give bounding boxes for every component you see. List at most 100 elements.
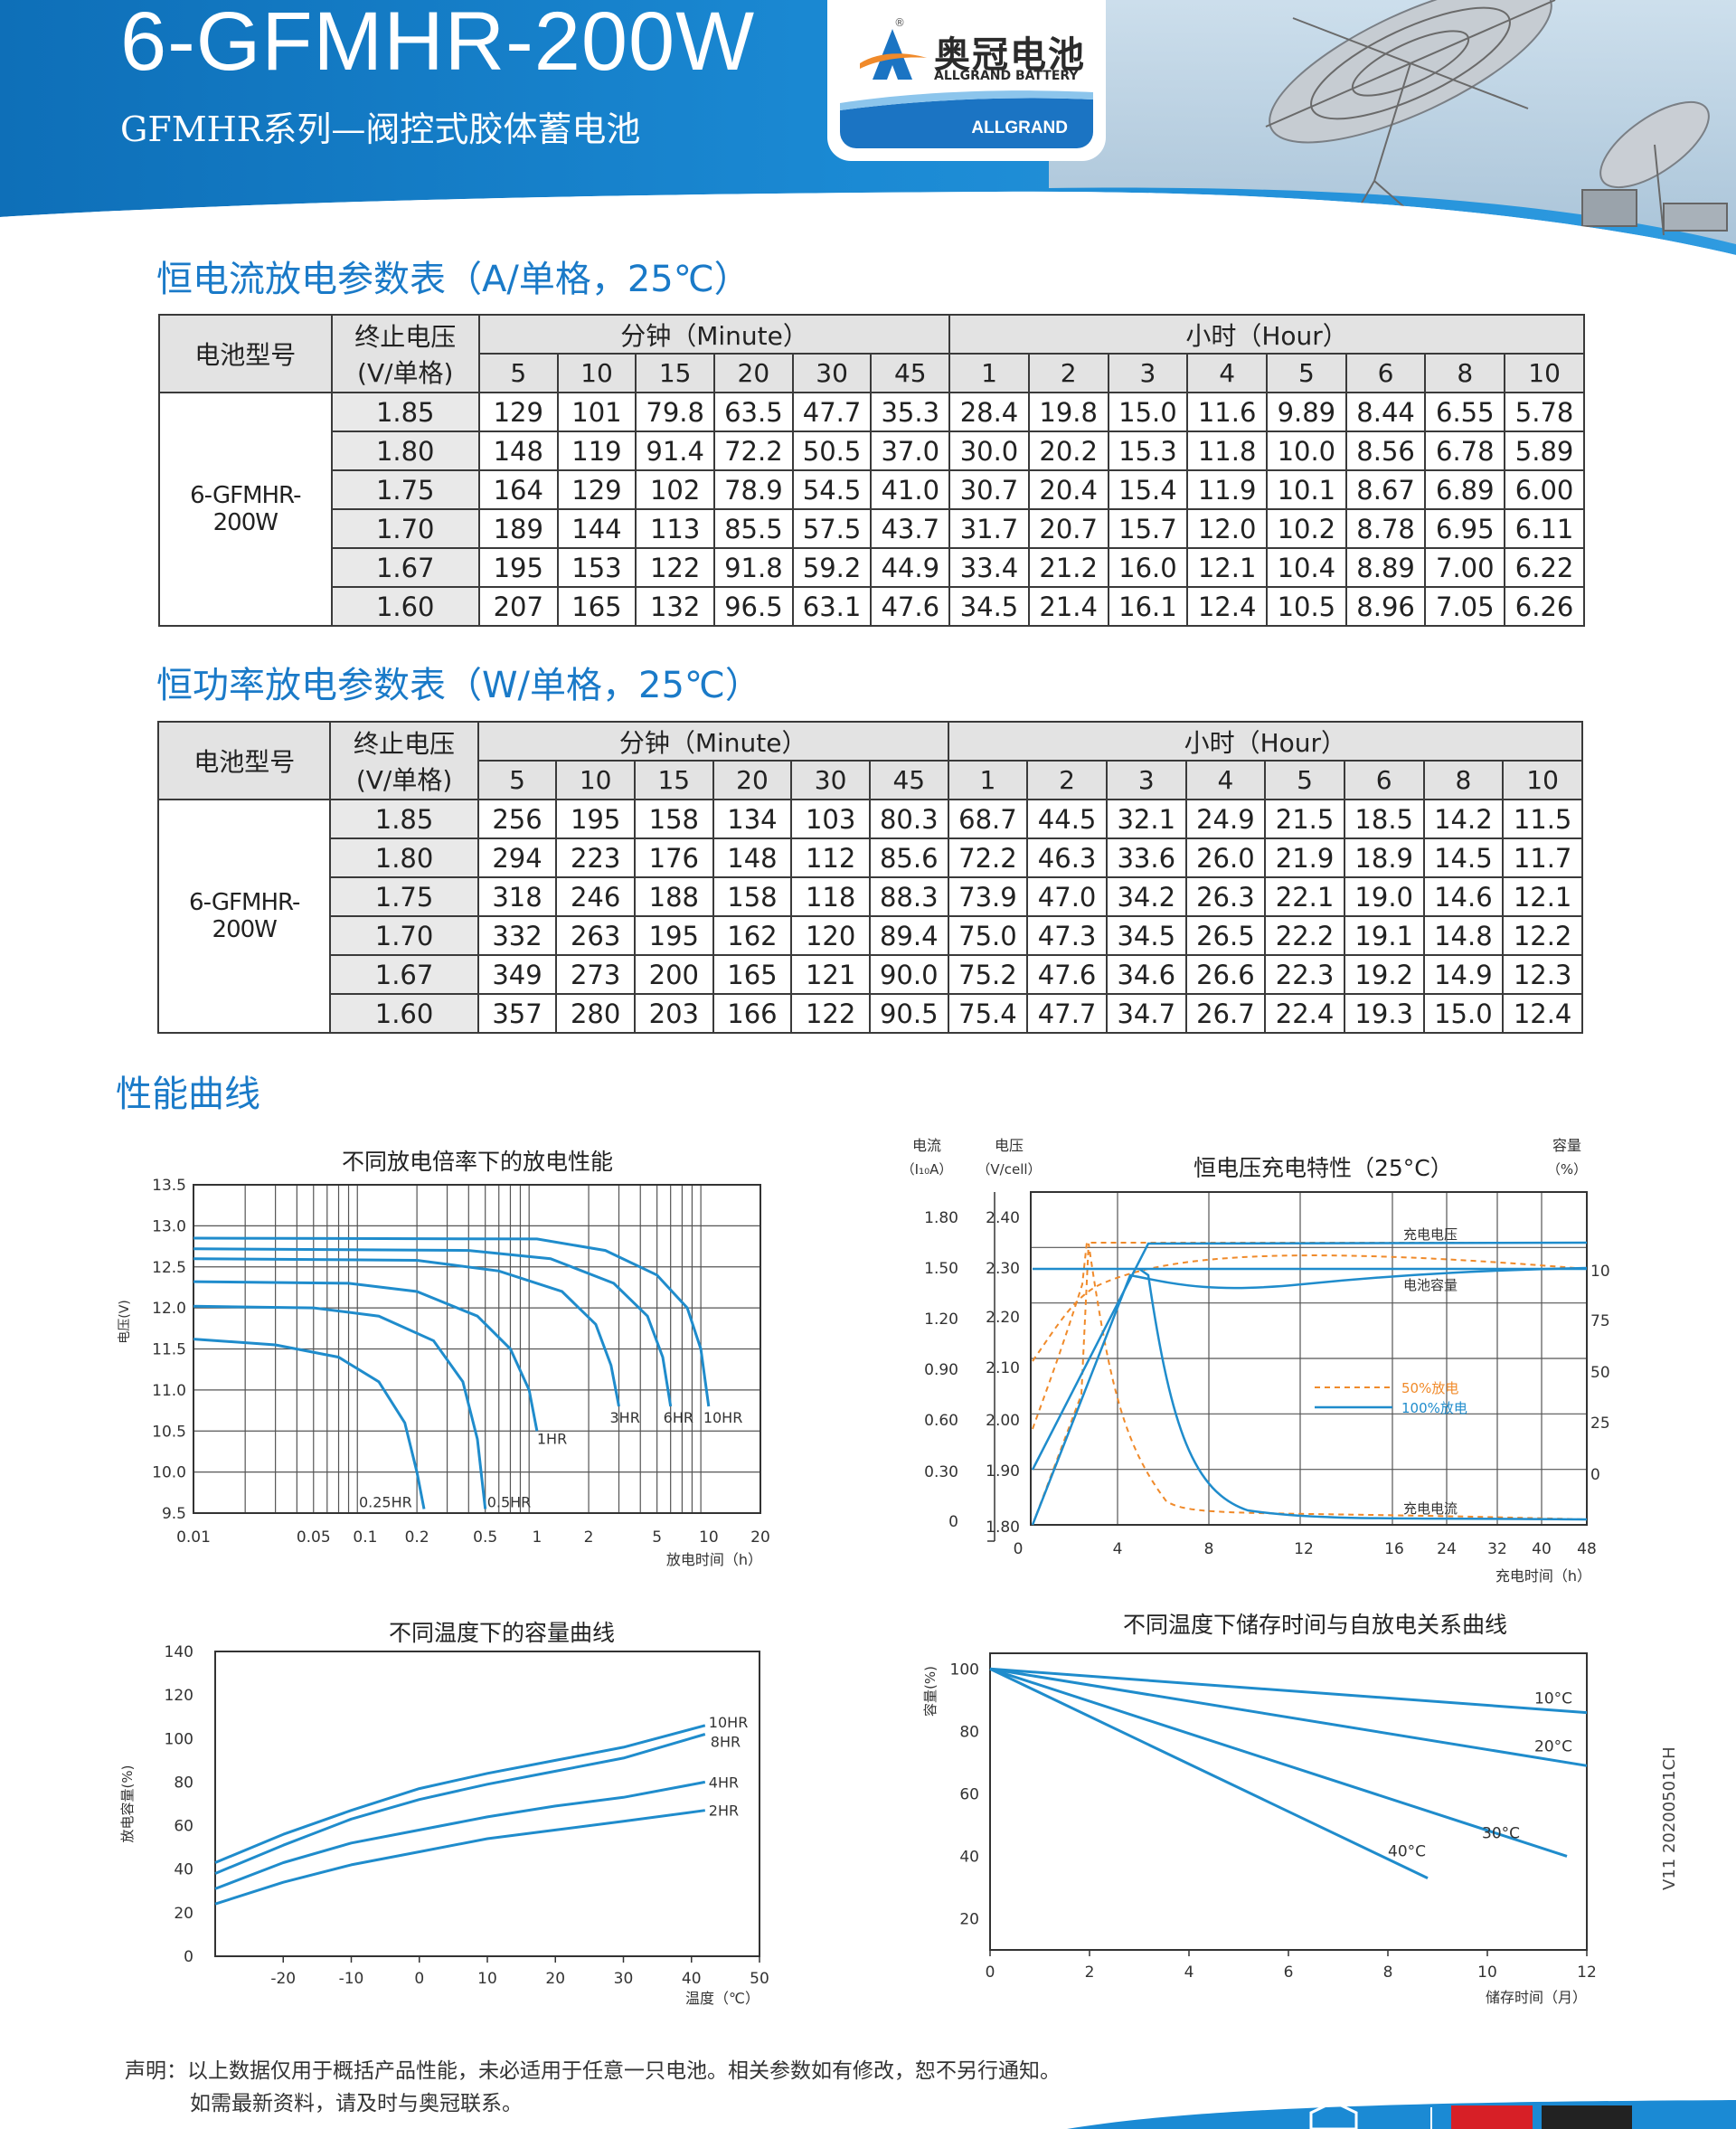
data-cell: 15.3 bbox=[1107, 431, 1189, 471]
y-tick-label: 80 bbox=[959, 1723, 979, 1741]
data-cell: 14.6 bbox=[1422, 876, 1505, 917]
current-tick-label: 0.30 bbox=[924, 1463, 958, 1481]
current-tick-label: 0 bbox=[948, 1513, 958, 1531]
current-axis-unit: （I₁₀A） bbox=[901, 1161, 953, 1178]
data-cell: 121 bbox=[790, 954, 871, 995]
data-cell: 158 bbox=[633, 799, 714, 839]
end-voltage-cell: 1.85 bbox=[330, 392, 480, 432]
data-cell: 148 bbox=[477, 431, 559, 471]
model-cell: 6-GFMHR-200W bbox=[156, 799, 332, 1034]
y-tick-label: 60 bbox=[174, 1818, 193, 1836]
data-cell: 15.7 bbox=[1107, 508, 1189, 549]
series-label: 0.25HR bbox=[359, 1493, 412, 1510]
table-row: 1.70 189 144 113 85.5 57.5 43.7 31.7 20.7 15.7 12.… bbox=[159, 508, 1585, 549]
series-line bbox=[989, 1667, 1429, 1879]
header-end-voltage: 终止电压 (V/单格) bbox=[330, 314, 480, 393]
x-tick-label: -20 bbox=[270, 1970, 296, 1988]
data-cell: 6.00 bbox=[1504, 469, 1585, 510]
disclaimer: 声明：以上数据仅用于概括产品性能，未必适用于任意一只电池。相关参数如有修改，恕不… bbox=[125, 2055, 1061, 2120]
series-label: 8HR bbox=[711, 1733, 741, 1750]
data-cell: 207 bbox=[477, 586, 559, 627]
time-header-cell: 8 bbox=[1422, 760, 1505, 800]
header-background bbox=[0, 0, 1736, 262]
data-cell: 8.56 bbox=[1344, 431, 1427, 471]
capacity-tick-label: 25 bbox=[1590, 1415, 1609, 1433]
data-cell: 8.67 bbox=[1344, 469, 1427, 510]
time-header-cell: 4 bbox=[1184, 760, 1267, 800]
data-cell: 18.9 bbox=[1343, 837, 1425, 878]
data-cell: 47.7 bbox=[791, 392, 873, 432]
data-cell: 15.0 bbox=[1422, 993, 1505, 1034]
chart-constant-voltage-title: 恒电压充电特性（25°C） bbox=[1194, 1155, 1453, 1181]
x-tick-label: 0.1 bbox=[353, 1528, 377, 1547]
data-cell: 162 bbox=[712, 915, 793, 956]
current-tick-label: 0.90 bbox=[924, 1361, 958, 1379]
x-tick-label: 1 bbox=[532, 1528, 542, 1547]
data-cell: 75.2 bbox=[947, 954, 1029, 995]
data-cell: 195 bbox=[633, 915, 714, 956]
y-tick-label: 40 bbox=[959, 1848, 979, 1866]
x-tick-label: 8 bbox=[1383, 1963, 1393, 1982]
capacity-tick-label: 0 bbox=[1590, 1466, 1600, 1484]
data-cell: 349 bbox=[476, 954, 558, 995]
header-end-voltage-line1: 终止电压 bbox=[354, 322, 457, 352]
series-line bbox=[193, 1247, 673, 1407]
data-cell: 44.5 bbox=[1026, 799, 1108, 839]
x-tick-label: 4 bbox=[1113, 1540, 1123, 1558]
data-cell: 195 bbox=[477, 547, 559, 588]
series-label: 0.5HR bbox=[487, 1493, 532, 1510]
data-cell: 72.2 bbox=[713, 431, 794, 471]
data-cell: 35.3 bbox=[870, 392, 951, 432]
data-cell: 44.9 bbox=[870, 547, 951, 588]
capacity-axis-unit: （%） bbox=[1547, 1161, 1587, 1178]
data-cell: 34.5 bbox=[948, 586, 1030, 627]
data-cell: 24.9 bbox=[1184, 799, 1267, 839]
data-cell: 8.78 bbox=[1344, 508, 1427, 549]
x-tick-label: 12 bbox=[1294, 1540, 1314, 1558]
data-cell: 263 bbox=[555, 915, 636, 956]
series-label: 10°C bbox=[1534, 1690, 1572, 1708]
y-tick-label: 60 bbox=[959, 1785, 979, 1803]
series-label: 2HR bbox=[709, 1803, 739, 1820]
end-voltage-cell: 1.80 bbox=[330, 431, 480, 471]
y-tick-label: 12.5 bbox=[152, 1259, 186, 1277]
logo-registered-mark: ® bbox=[894, 16, 905, 29]
annotation-battery-capacity: 电池容量 bbox=[1403, 1277, 1458, 1293]
voltage-tick-label: 2.40 bbox=[986, 1209, 1020, 1227]
header-minute: 分钟（Minute） bbox=[476, 721, 949, 762]
time-header-cell: 15 bbox=[635, 353, 716, 393]
data-cell: 78.9 bbox=[713, 469, 794, 510]
data-cell: 26.7 bbox=[1184, 993, 1267, 1034]
end-voltage-cell: 1.75 bbox=[329, 876, 479, 917]
certification-shield-icon bbox=[1309, 2100, 1358, 2129]
x-tick-label: 40 bbox=[682, 1970, 702, 1988]
data-cell: 22.4 bbox=[1264, 993, 1345, 1034]
voltage-axis-unit: （V/cell） bbox=[976, 1161, 1041, 1178]
data-cell: 59.2 bbox=[791, 547, 873, 588]
data-cell: 113 bbox=[635, 508, 716, 549]
data-cell: 102 bbox=[635, 469, 716, 510]
y-tick-label: 20 bbox=[959, 1910, 979, 1928]
data-cell: 118 bbox=[790, 876, 871, 917]
voltage-tick-label: 2.10 bbox=[986, 1359, 1020, 1377]
x-axis-label: 放电时间（h） bbox=[666, 1551, 762, 1568]
header-model: 电池型号 bbox=[158, 314, 333, 393]
data-cell: 15.0 bbox=[1107, 392, 1189, 432]
data-cell: 153 bbox=[556, 547, 637, 588]
header-end-voltage-line2: (V/单格) bbox=[357, 358, 454, 388]
time-header-cell: 5 bbox=[476, 760, 558, 800]
plot-frame bbox=[214, 1651, 760, 1957]
x-tick-label: 2 bbox=[1085, 1963, 1095, 1982]
data-cell: 357 bbox=[476, 993, 558, 1034]
performance-curves-title: 性能曲线 bbox=[116, 1074, 260, 1115]
capacity-tick-label: 50 bbox=[1590, 1364, 1609, 1382]
series-label: 3HR bbox=[610, 1409, 640, 1426]
end-voltage-cell: 1.80 bbox=[329, 837, 479, 878]
data-cell: 6.26 bbox=[1504, 586, 1585, 627]
series-line bbox=[214, 1809, 705, 1906]
data-cell: 19.8 bbox=[1027, 392, 1109, 432]
header-hour: 小时（Hour） bbox=[948, 314, 1585, 355]
legend-label-100: 100%放电 bbox=[1401, 1400, 1467, 1416]
y-axis-label: 放电容量(%) bbox=[119, 1765, 136, 1843]
data-cell: 165 bbox=[556, 586, 637, 627]
